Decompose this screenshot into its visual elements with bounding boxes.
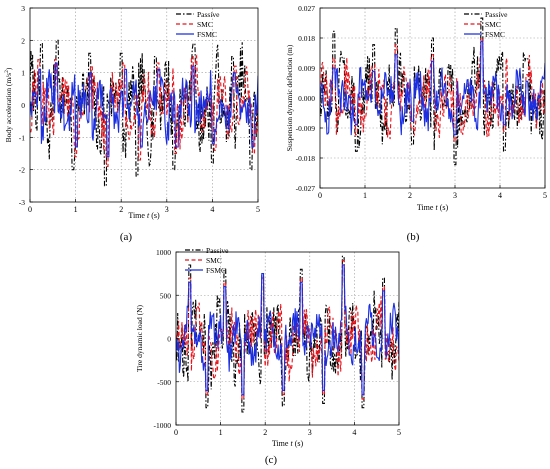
series-line-fsmc xyxy=(30,62,258,158)
y-axis-label: Tire dynamic load (N) xyxy=(135,305,144,373)
series-line-fsmc xyxy=(320,40,545,136)
x-tick-label: 2 xyxy=(408,191,412,200)
series-group xyxy=(176,255,399,413)
x-tick-label: 0 xyxy=(28,205,32,214)
series-line-smc xyxy=(30,54,258,167)
x-tick-label: 0 xyxy=(318,191,322,200)
x-tick-label: 4 xyxy=(210,205,214,214)
series-group xyxy=(320,17,545,166)
x-tick-label: 2 xyxy=(263,428,267,437)
y-tick-label: -2 xyxy=(19,166,25,175)
y-tick-label: 1 xyxy=(21,69,25,78)
x-axis-label: Time t (s) xyxy=(128,211,160,220)
panel-label: (a) xyxy=(120,231,133,243)
y-tick-label: 2 xyxy=(21,36,25,45)
panel-c: 0 1 2 3 4 5 -1000 -500 0 500 1000 Time t (s) Tire dy… xyxy=(135,246,401,466)
panel-b: 0 1 2 3 4 5 -0.027 -0.018 -0.009 0.000 0.009 0.018 0… xyxy=(285,4,547,243)
series-line-passive xyxy=(30,39,258,187)
x-tick-label: 1 xyxy=(363,191,367,200)
x-tick-label: 5 xyxy=(256,205,260,214)
legend-label-fsmc: FSMC xyxy=(485,30,505,39)
series-group xyxy=(30,39,258,187)
x-tick-label: 1 xyxy=(219,428,223,437)
x-tick-label: 0 xyxy=(174,428,178,437)
x-tick-label: 4 xyxy=(352,428,356,437)
series-line-fsmc xyxy=(176,264,399,396)
legend-label-smc: SMC xyxy=(485,20,501,29)
legend-label-smc: SMC xyxy=(197,20,213,29)
y-tick-label: 0 xyxy=(167,335,171,344)
y-tick-label: 0.009 xyxy=(298,64,315,73)
y-tick-label: -1 xyxy=(19,133,25,142)
legend-label-fsmc: FSMC xyxy=(206,266,226,275)
series-line-passive xyxy=(320,17,545,166)
x-axis-label: Time t (s) xyxy=(272,439,304,448)
y-tick-label: -500 xyxy=(157,378,171,387)
y-tick-label: -0.018 xyxy=(296,154,316,163)
y-tick-label: -3 xyxy=(19,198,25,207)
y-tick-label: 0.000 xyxy=(298,94,315,103)
y-tick-label: 3 xyxy=(21,4,25,13)
y-tick-label: 0.018 xyxy=(298,34,315,43)
y-tick-label: -1000 xyxy=(154,421,172,430)
y-tick-label: -0.009 xyxy=(296,124,316,133)
y-tick-label: 0.027 xyxy=(298,4,315,13)
x-tick-label: 1 xyxy=(74,205,78,214)
x-tick-label: 2 xyxy=(119,205,123,214)
panel-label: (c) xyxy=(265,454,278,466)
y-tick-label: 500 xyxy=(160,291,172,300)
legend-label-passive: Passive xyxy=(206,246,229,255)
panel-a: 0 1 2 3 4 5 -3 -2 -1 0 1 2 3 Time t (s) Body accelerat… xyxy=(4,4,260,243)
legend-label-passive: Passive xyxy=(197,10,220,19)
x-tick-label: 4 xyxy=(498,191,502,200)
y-axis-label: Suspension dynamic deflection (m) xyxy=(285,44,294,151)
legend-label-fsmc: FSMC xyxy=(197,30,217,39)
x-tick-label: 5 xyxy=(397,428,401,437)
x-tick-label: 3 xyxy=(308,428,312,437)
x-axis-label: Time t (s) xyxy=(417,203,449,212)
x-tick-label: 3 xyxy=(453,191,457,200)
y-axis-label: Body acceleration (m/s2) xyxy=(4,67,13,142)
x-tick-label: 5 xyxy=(543,191,547,200)
legend-label-passive: Passive xyxy=(485,10,508,19)
x-tick-label: 3 xyxy=(165,205,169,214)
y-tick-label: 0 xyxy=(21,101,25,110)
y-tick-label: -0.027 xyxy=(296,184,316,193)
panel-label: (b) xyxy=(407,231,420,243)
y-tick-label: 1000 xyxy=(156,248,171,257)
legend-label-smc: SMC xyxy=(206,256,222,265)
